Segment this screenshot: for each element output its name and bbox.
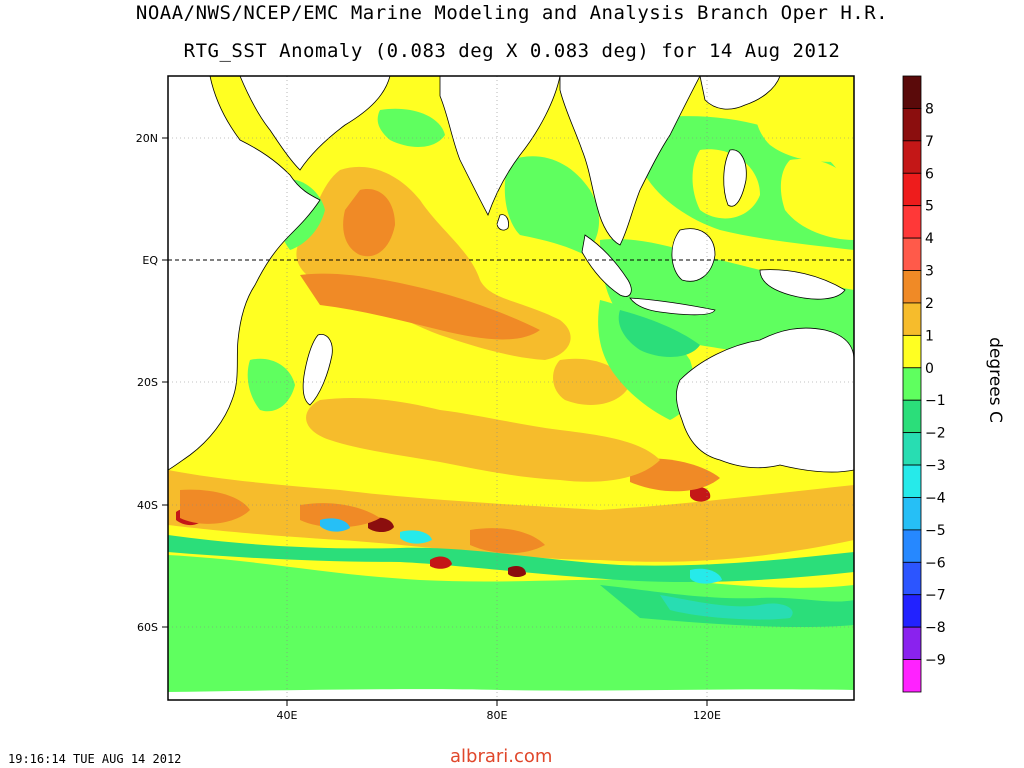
front-warm-1 xyxy=(180,489,250,524)
colorbar-swatch xyxy=(902,270,922,304)
front-hot-4 xyxy=(508,566,526,577)
hot-band-equator xyxy=(300,273,540,340)
colorbar-label: −8 xyxy=(925,620,946,636)
land-india xyxy=(439,76,561,216)
lat-tick-label: 40S xyxy=(137,499,158,512)
colorbar-label: 1 xyxy=(925,328,934,344)
land-sumatra xyxy=(581,234,632,297)
colorbar-units-label: degrees C xyxy=(985,337,1005,423)
land-africa xyxy=(168,76,321,471)
colorbar-swatch xyxy=(902,529,922,563)
southern-ocean-cool-3 xyxy=(660,595,793,620)
lat-axis: 20N EQ 20S 40S 60S xyxy=(136,132,168,634)
colorbar-swatch xyxy=(902,399,922,434)
colorbar-label: 5 xyxy=(925,199,934,215)
colorbar-swatch xyxy=(902,561,922,596)
plot-frame xyxy=(167,75,855,701)
cool-bay-of-bengal xyxy=(504,156,600,255)
lon-tick-label: 40E xyxy=(277,709,298,722)
land-java xyxy=(629,297,716,316)
map-field xyxy=(168,76,854,700)
colorbar-label: −7 xyxy=(925,588,946,604)
front-warm-4 xyxy=(630,458,720,492)
lon-tick-label: 80E xyxy=(487,709,508,722)
front-hot-6 xyxy=(690,486,711,502)
colorbar-swatch xyxy=(902,659,922,693)
colorbar-label: 0 xyxy=(925,361,934,377)
colorbar-label: −3 xyxy=(925,458,946,474)
colorbar-swatch xyxy=(902,432,922,466)
colorbar-label: 3 xyxy=(925,264,934,280)
units-text: degrees C xyxy=(985,337,1005,423)
colorbar-label: −1 xyxy=(925,393,946,409)
timestamp: 19:16:14 TUE AUG 14 2012 xyxy=(8,752,182,766)
warm-patches-east xyxy=(553,358,630,405)
cool-arabian-north xyxy=(377,108,445,147)
lat-tick-label: 20N xyxy=(136,132,158,145)
cool-west-australia-2 xyxy=(618,310,700,357)
lat-tick-label: EQ xyxy=(142,254,158,267)
colorbar-swatch xyxy=(902,594,922,628)
land-japan-china xyxy=(699,76,781,110)
frontal-warm-band xyxy=(168,470,854,562)
colorbar-swatch xyxy=(902,497,922,531)
colorbar-swatch xyxy=(902,172,922,207)
southern-ocean-cool xyxy=(168,555,854,700)
front-warm-3 xyxy=(470,528,545,554)
colorbar-label: −2 xyxy=(925,426,946,442)
frontal-cool-patches xyxy=(168,535,854,583)
map-title: NOAA/NWS/NCEP/EMC Marine Modeling and An… xyxy=(135,2,889,24)
land-borneo xyxy=(671,228,716,282)
colorbar-label: −9 xyxy=(925,653,946,669)
land-arabia xyxy=(239,76,391,171)
colorbar-swatch xyxy=(902,108,922,142)
colorbar-swatch xyxy=(902,464,922,498)
colorbar-swatch xyxy=(902,140,922,174)
colorbar-swatch xyxy=(902,302,922,336)
colorbar-label: 6 xyxy=(925,166,934,182)
front-hot-3 xyxy=(430,556,452,569)
lon-tick-label: 120E xyxy=(693,709,721,722)
front-cold-3 xyxy=(690,568,722,584)
lon-axis: 40E 80E 120E xyxy=(277,700,721,722)
colorbar-label: −5 xyxy=(925,523,946,539)
land-philippines xyxy=(723,149,747,207)
colorbar-swatch xyxy=(902,367,922,401)
land-australia xyxy=(676,327,854,473)
warm-nw-pacific xyxy=(755,98,854,162)
colorbar-swatch xyxy=(902,334,922,369)
land-new-guinea xyxy=(759,269,846,300)
colorbar-swatch xyxy=(902,75,922,109)
land-madagascar xyxy=(302,333,333,406)
colorbar-label: −6 xyxy=(925,555,946,571)
front-cold-2 xyxy=(400,530,432,544)
front-cold-1 xyxy=(320,518,350,532)
colorbar: 8 7 6 5 4 3 2 1 0 −1 −2 −3 −4 −5 −6 −7 −8 −9 xyxy=(902,75,946,693)
hot-arabian-sea xyxy=(343,189,395,257)
land-sri-lanka xyxy=(496,214,509,231)
colorbar-label: 8 xyxy=(925,101,934,117)
lat-tick-label: 60S xyxy=(137,621,158,634)
southern-edge xyxy=(168,689,854,700)
lat-tick-label: 20S xyxy=(137,376,158,389)
front-hot-2 xyxy=(368,517,394,533)
colorbar-swatch xyxy=(902,237,922,271)
colorbar-label: 4 xyxy=(925,231,934,247)
watermark: albrari.com xyxy=(450,746,553,767)
colorbar-swatch xyxy=(902,205,922,239)
warm-pacific-east xyxy=(780,159,854,240)
warm-central-io xyxy=(306,398,660,482)
land-se-asia xyxy=(559,76,701,246)
colorbar-swatch xyxy=(902,626,922,660)
cool-mozambique xyxy=(247,358,295,412)
map-subtitle: RTG_SST Anomaly (0.083 deg X 0.083 deg) … xyxy=(183,40,841,62)
graticule xyxy=(168,76,854,700)
colorbar-label: −4 xyxy=(925,490,946,506)
colorbar-label: 7 xyxy=(925,134,934,150)
colorbar-label: 2 xyxy=(925,296,934,312)
